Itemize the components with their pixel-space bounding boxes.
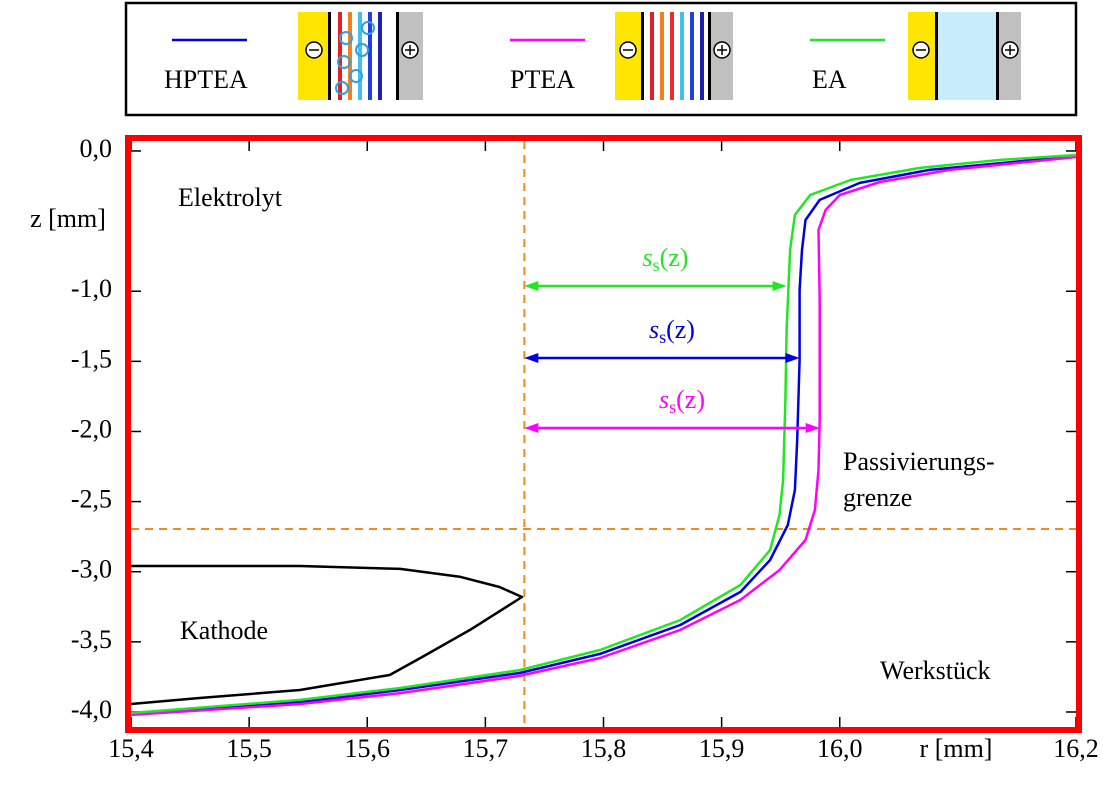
x-tick-label: 15,6 <box>345 734 391 763</box>
label-base: s <box>659 385 669 414</box>
annotation: Werkstück <box>880 656 991 685</box>
y-tick-label: -1,0 <box>71 274 112 303</box>
x-tick-label: 15,5 <box>226 734 272 763</box>
x-tick-label: 15,8 <box>581 734 627 763</box>
arrow-label: ss(z) <box>642 243 688 275</box>
y-tick-label: -3,0 <box>71 555 112 584</box>
label-base: s <box>649 315 659 344</box>
legend-icon-hptea <box>298 12 423 100</box>
arrow-head <box>524 353 538 363</box>
label-sub: s <box>653 255 660 275</box>
y-tick-label: -2,5 <box>71 485 112 514</box>
x-tick-label: 15,7 <box>463 734 509 763</box>
y-tick-label: 0,0 <box>80 134 113 163</box>
x-tick-label: 15,9 <box>699 734 745 763</box>
x-tick-label: 15,4 <box>108 734 154 763</box>
arrow-head <box>524 423 538 433</box>
plot-frame <box>128 138 1079 730</box>
arrow-head <box>524 281 538 291</box>
y-tick-label: -3,5 <box>71 625 112 654</box>
chart: r [mm] z [mm] 15,4 15,5 15,6 15,7 15,8 15,9 16… <box>0 0 1103 785</box>
series-line <box>131 156 1076 714</box>
y-axis-label: z [mm] <box>30 204 106 233</box>
arrow-head <box>786 353 800 363</box>
y-tick-label: -4,0 <box>71 695 112 724</box>
arrow-head <box>773 281 787 291</box>
y-tick-label: -2,0 <box>71 414 112 443</box>
label-sub: s <box>669 397 676 417</box>
legend-icon-ptea <box>615 12 733 100</box>
arrow-label: ss(z) <box>659 385 705 417</box>
legend-icon-ea <box>908 12 1021 100</box>
annotation: grenze <box>843 483 912 512</box>
legend-label: EA <box>812 65 847 94</box>
legend-label: PTEA <box>510 65 575 94</box>
label-rest: (z) <box>660 243 689 272</box>
series-line <box>131 155 1076 713</box>
annotation: Passivierungs- <box>843 447 995 476</box>
arrow-label: ss(z) <box>649 315 695 347</box>
label-sub: s <box>659 327 666 347</box>
x-tick-label: 16,2 <box>1053 734 1099 763</box>
arrow-head <box>806 423 820 433</box>
series-line <box>131 157 1076 715</box>
label-rest: (z) <box>676 385 705 414</box>
label-rest: (z) <box>666 315 695 344</box>
annotation: Elektrolyt <box>178 183 283 212</box>
legend-label: HPTEA <box>164 65 248 94</box>
x-axis-label: r [mm] <box>920 734 993 763</box>
x-tick-label: 16,0 <box>817 734 863 763</box>
y-tick-label: -1,5 <box>71 344 112 373</box>
annotation: Kathode <box>180 616 268 645</box>
label-base: s <box>642 243 652 272</box>
